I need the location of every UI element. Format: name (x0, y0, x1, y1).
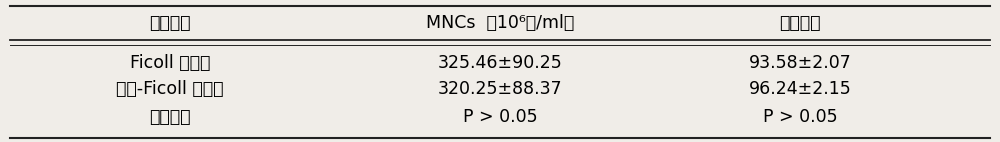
Text: P > 0.05: P > 0.05 (463, 108, 537, 126)
Text: 细胞活力: 细胞活力 (779, 14, 821, 32)
Text: 325.46±90.25: 325.46±90.25 (438, 54, 562, 72)
Text: 分离方法: 分离方法 (149, 14, 191, 32)
Text: P > 0.05: P > 0.05 (763, 108, 837, 126)
Text: 96.24±2.15: 96.24±2.15 (749, 81, 851, 98)
Text: 明胶-Ficoll 两步法: 明胶-Ficoll 两步法 (116, 81, 224, 98)
Text: 93.58±2.07: 93.58±2.07 (749, 54, 851, 72)
Text: MNCs  （10⁶个/ml）: MNCs （10⁶个/ml） (426, 14, 574, 32)
Text: 320.25±88.37: 320.25±88.37 (438, 81, 562, 98)
Text: Ficoll 一步法: Ficoll 一步法 (130, 54, 210, 72)
Text: 发生概率: 发生概率 (149, 108, 191, 126)
